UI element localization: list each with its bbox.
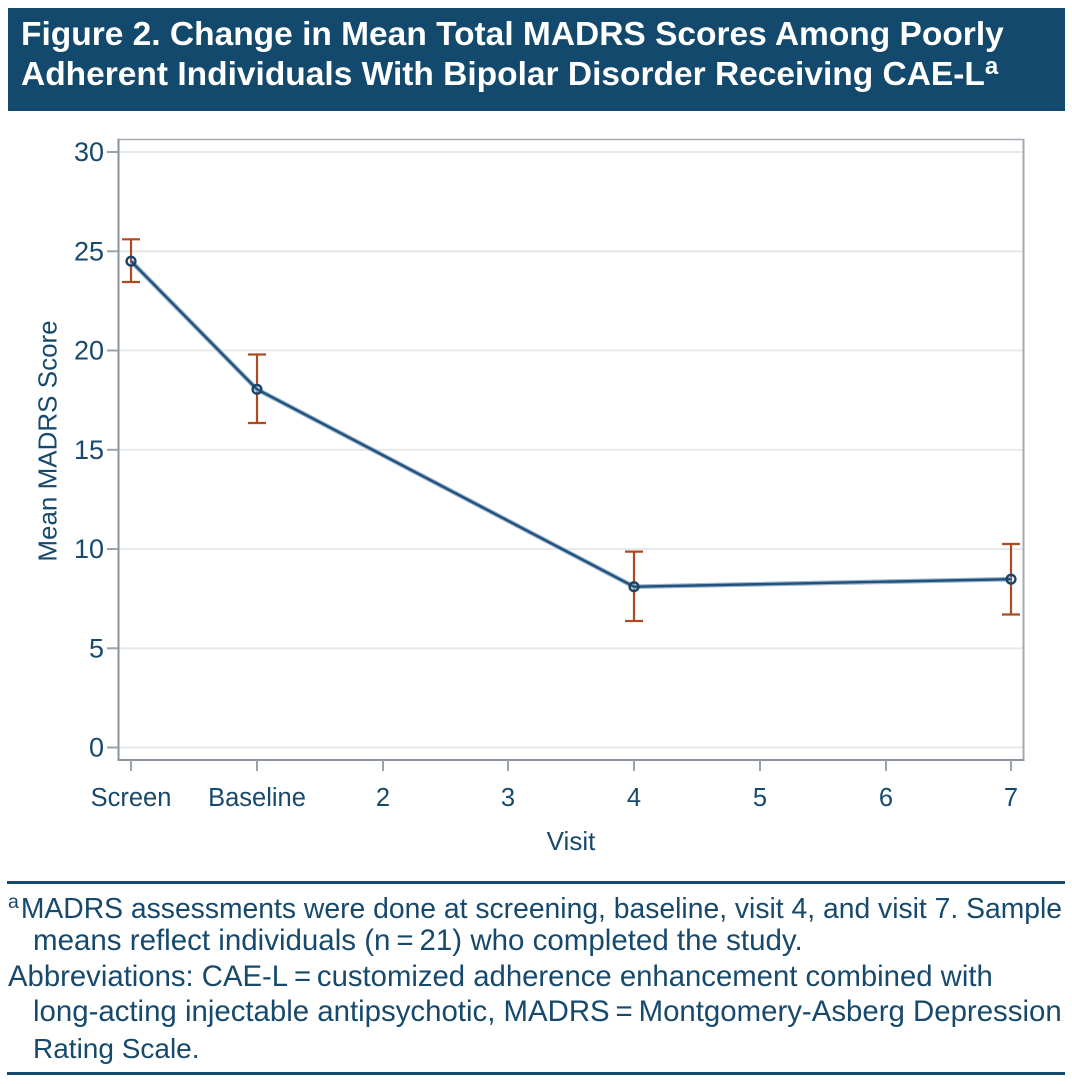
svg-text:3: 3 <box>501 784 515 812</box>
svg-text:Baseline: Baseline <box>208 784 306 812</box>
svg-text:7: 7 <box>1004 784 1018 812</box>
svg-text:Visit: Visit <box>547 826 596 856</box>
svg-text:5: 5 <box>89 633 104 663</box>
svg-text:4: 4 <box>627 784 641 812</box>
svg-text:25: 25 <box>74 236 104 266</box>
svg-text:Screen: Screen <box>91 784 172 812</box>
svg-text:5: 5 <box>753 784 767 812</box>
svg-text:0: 0 <box>89 733 104 763</box>
svg-text:30: 30 <box>74 137 104 167</box>
svg-text:Mean MADRS Score: Mean MADRS Score <box>33 320 63 561</box>
svg-text:15: 15 <box>74 435 104 465</box>
svg-text:2: 2 <box>376 784 390 812</box>
svg-text:20: 20 <box>74 336 104 366</box>
svg-text:6: 6 <box>879 784 893 812</box>
svg-text:10: 10 <box>74 534 104 564</box>
